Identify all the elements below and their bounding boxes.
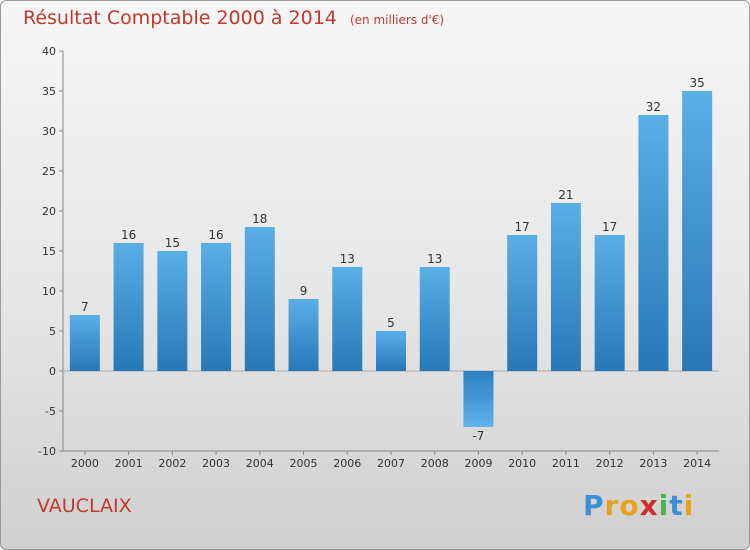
- brand-letter: o: [619, 489, 640, 522]
- x-tick-label-2000: 2000: [71, 457, 99, 470]
- bar-2010: [507, 235, 538, 371]
- x-tick-label-2013: 2013: [639, 457, 667, 470]
- x-tick-label-2002: 2002: [158, 457, 186, 470]
- bar-2006: [332, 267, 363, 371]
- chart-subtitle: (en milliers d'€): [349, 13, 445, 27]
- bar-2000: [69, 315, 100, 371]
- brand-letter: i: [683, 489, 695, 522]
- x-tick-label-2010: 2010: [508, 457, 536, 470]
- x-tick-label-2005: 2005: [290, 457, 318, 470]
- x-tick-label-2003: 2003: [202, 457, 230, 470]
- bar-2014: [682, 91, 713, 371]
- brand-letter: i: [658, 489, 670, 522]
- bar-2003: [201, 243, 232, 371]
- bar-2007: [376, 331, 406, 371]
- x-tick-label-2004: 2004: [246, 457, 274, 470]
- y-tick-label: 15: [42, 245, 56, 258]
- bar-2002: [157, 251, 188, 371]
- y-tick-label: 20: [42, 205, 56, 218]
- data-label-2006: 13: [340, 252, 355, 266]
- y-tick-label: 10: [42, 285, 56, 298]
- data-label-2001: 16: [121, 228, 136, 242]
- data-label-2007: 5: [387, 316, 395, 330]
- brand-logo: Proxiti: [583, 489, 694, 522]
- x-tick-label-2012: 2012: [596, 457, 624, 470]
- y-tick-label: 35: [42, 85, 56, 98]
- x-tick-label-2014: 2014: [683, 457, 711, 470]
- data-label-2009: -7: [472, 429, 484, 443]
- bar-2001: [113, 243, 144, 371]
- title-row: Résultat Comptable 2000 à 2014 (en milli…: [23, 7, 444, 29]
- data-label-2005: 9: [300, 284, 308, 298]
- y-tick-label: 40: [42, 45, 56, 58]
- data-label-2011: 21: [558, 188, 573, 202]
- x-tick-label-2008: 2008: [421, 457, 449, 470]
- data-label-2013: 32: [646, 100, 661, 114]
- place-name: VAUCLAIX: [37, 495, 132, 517]
- y-tick-label: 5: [49, 325, 56, 338]
- chart-title: Résultat Comptable 2000 à 2014: [23, 7, 337, 29]
- bar-2013: [638, 115, 669, 371]
- bar-2009: [463, 371, 494, 427]
- bar-2005: [288, 299, 319, 371]
- bar-2012: [594, 235, 625, 371]
- x-tick-label-2007: 2007: [377, 457, 405, 470]
- data-label-2004: 18: [252, 212, 267, 226]
- brand-letter: t: [669, 489, 684, 522]
- x-tick-label-2001: 2001: [115, 457, 143, 470]
- data-label-2012: 17: [602, 220, 617, 234]
- bar-2008: [419, 267, 450, 371]
- brand-letter: P: [583, 489, 605, 522]
- brand-letter: x: [639, 489, 659, 522]
- bar-2004: [244, 227, 275, 371]
- y-tick-label: 25: [42, 165, 56, 178]
- y-tick-label: 0: [49, 365, 56, 378]
- bar-2011: [550, 203, 581, 371]
- brand-letter: r: [604, 489, 620, 522]
- data-label-2008: 13: [427, 252, 442, 266]
- data-label-2003: 16: [208, 228, 223, 242]
- data-label-2014: 35: [689, 76, 704, 90]
- x-tick-label-2009: 2009: [464, 457, 492, 470]
- data-label-2002: 15: [165, 236, 180, 250]
- x-tick-label-2006: 2006: [333, 457, 361, 470]
- y-tick-label: -10: [38, 445, 56, 458]
- x-tick-label-2011: 2011: [552, 457, 580, 470]
- data-label-2000: 7: [81, 300, 89, 314]
- data-label-2010: 17: [515, 220, 530, 234]
- y-tick-label: -5: [45, 405, 56, 418]
- y-tick-label: 30: [42, 125, 56, 138]
